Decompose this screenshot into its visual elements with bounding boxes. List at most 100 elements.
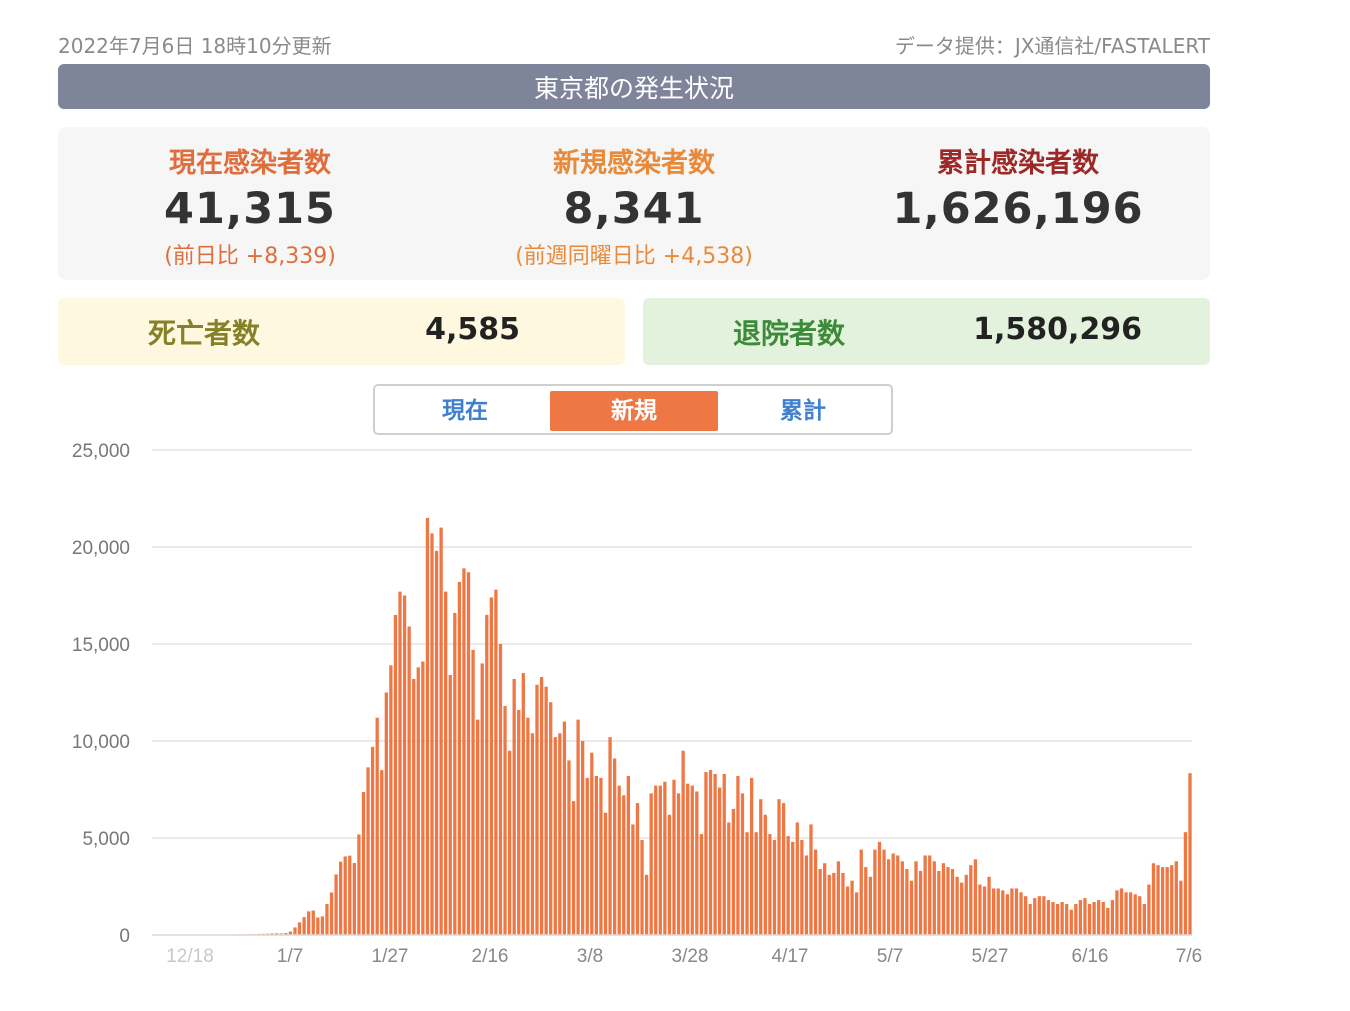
bar (416, 667, 420, 935)
bar (1046, 900, 1051, 935)
bar (996, 888, 1000, 935)
bar (704, 772, 708, 935)
recovered-box: 退院者数 1,580,296 (643, 298, 1210, 365)
new-cases-bar-chart: 0 5,000 10,000 15,000 20,000 25,000 12/18 1/7 1/… (72, 441, 1202, 967)
bar (485, 614, 489, 935)
bar (877, 841, 882, 935)
bar (713, 773, 717, 935)
stat-new-label: 新規感染者数 (553, 148, 715, 179)
bar (284, 933, 288, 935)
x-tick-label: 3/8 (577, 946, 603, 967)
bar (763, 814, 767, 935)
bar (813, 849, 818, 935)
bar (1010, 888, 1014, 935)
bar (553, 737, 557, 935)
bar (882, 849, 886, 935)
bar (841, 872, 845, 935)
bar (325, 903, 329, 935)
tab-total[interactable]: 累計 (780, 398, 826, 424)
bar (585, 777, 589, 935)
bar (914, 861, 918, 935)
bar (1014, 888, 1019, 935)
bar (745, 832, 749, 935)
x-tick-label: 1/7 (277, 946, 303, 967)
deaths-value: 4,585 (425, 312, 520, 347)
bar (1138, 896, 1142, 935)
bar (736, 775, 740, 935)
bar (800, 839, 804, 935)
bar (905, 869, 909, 935)
bar (1083, 898, 1087, 935)
bar (275, 933, 279, 935)
bar (466, 572, 471, 935)
bar (950, 869, 955, 935)
bar (1147, 884, 1151, 935)
bar (293, 927, 297, 935)
updated-timestamp: 2022年7月6日 18時10分更新 (58, 34, 332, 58)
tab-current[interactable]: 現在 (442, 398, 488, 424)
bar (786, 836, 790, 935)
stat-new-change: (前週同曜日比 +4,538) (515, 244, 753, 269)
bar (1001, 890, 1005, 935)
bar (686, 783, 690, 935)
deaths-label: 死亡者数 (148, 317, 261, 350)
tab-new[interactable]: 新規 (550, 391, 718, 431)
bar (896, 855, 900, 935)
bar (667, 814, 672, 935)
bar (791, 841, 795, 935)
bar (339, 861, 343, 935)
bar (960, 882, 964, 935)
bar (412, 678, 416, 935)
bar (1142, 903, 1146, 935)
x-tick-label: 5/27 (972, 946, 1009, 967)
x-tick-label: 1/27 (372, 946, 409, 967)
bar (850, 880, 854, 935)
bar (535, 684, 539, 935)
y-tick-label: 5,000 (82, 829, 130, 850)
bar (928, 855, 932, 935)
bar (517, 709, 521, 935)
bar (307, 911, 311, 935)
bar (649, 793, 653, 935)
bar (608, 737, 612, 935)
bar (1042, 896, 1046, 935)
bar (969, 865, 973, 935)
bar (987, 876, 991, 935)
bar (978, 884, 982, 935)
chart-mode-tabs: 現在 新規 累計 (373, 384, 893, 435)
bar (434, 550, 439, 935)
bar (297, 922, 302, 935)
bar (375, 717, 379, 935)
bar (402, 595, 407, 935)
bar (366, 767, 370, 935)
bar (900, 861, 904, 935)
bar (507, 750, 512, 935)
bar (1005, 894, 1009, 935)
bar (909, 880, 914, 935)
bar (389, 665, 393, 935)
bar (562, 721, 567, 935)
x-tick-label: 3/28 (672, 946, 709, 967)
bar (681, 750, 685, 935)
bar (727, 822, 731, 935)
bar (576, 719, 580, 935)
stat-new-infected: 新規感染者数 8,341 (前週同曜日比 +4,538) (442, 141, 826, 270)
bar (599, 777, 603, 935)
bar (873, 849, 877, 935)
y-tick-label: 10,000 (72, 732, 130, 753)
bar (932, 861, 936, 935)
bar (1174, 861, 1178, 935)
bar (1170, 865, 1174, 935)
bar (1119, 888, 1124, 935)
bar (777, 799, 781, 935)
bar (859, 849, 863, 935)
bar (676, 793, 681, 935)
bar (348, 855, 352, 935)
bar (302, 917, 306, 935)
bar (1183, 832, 1188, 935)
bar (480, 663, 484, 935)
bar (334, 874, 338, 935)
bar (845, 886, 850, 935)
bar (549, 702, 553, 935)
bar (823, 863, 827, 935)
